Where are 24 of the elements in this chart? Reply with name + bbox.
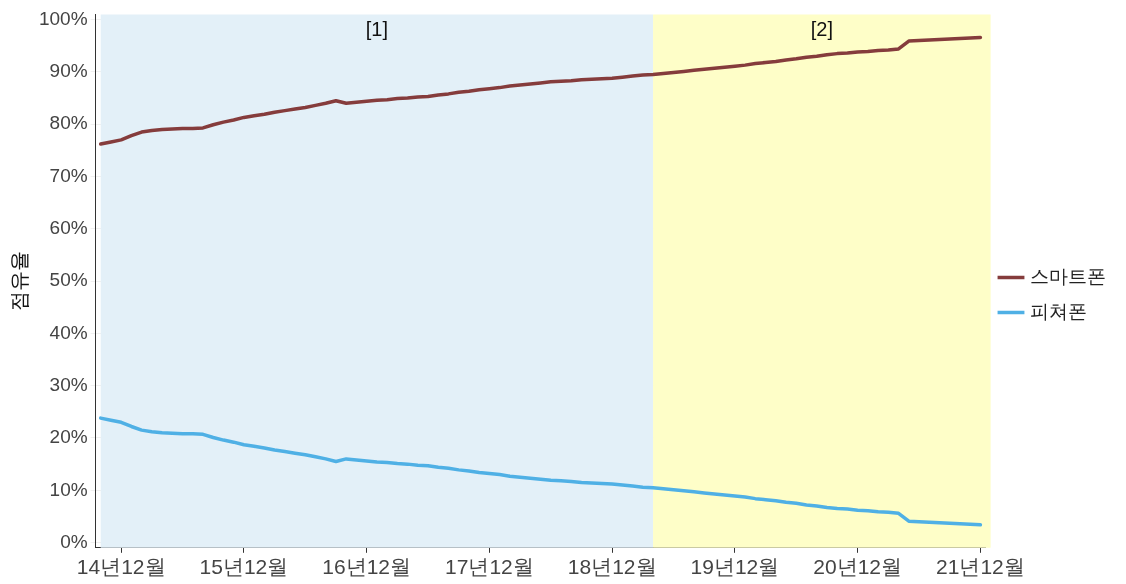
y-tick-label: 90%	[49, 60, 88, 82]
annotation: [2]	[810, 17, 833, 40]
x-tick-label: 17년12월	[445, 555, 534, 579]
legend-label: 스마트폰	[1030, 265, 1106, 287]
x-tick-label: 19년12월	[690, 555, 780, 579]
annotation: [1]	[365, 17, 389, 40]
y-tick-label: 0%	[60, 530, 88, 552]
y-tick-label: 100%	[38, 7, 88, 29]
x-tick-label: 18년12월	[567, 555, 657, 579]
y-tick-label: 40%	[49, 321, 88, 343]
x-tick-label: 20년12월	[813, 555, 902, 579]
y-tick-label: 50%	[49, 269, 88, 291]
y-tick-label: 60%	[49, 217, 88, 239]
y-tick-label: 80%	[49, 112, 88, 134]
y-tick-label: 30%	[49, 373, 88, 395]
y-tick-label: 70%	[49, 164, 88, 186]
y-tick-label: 20%	[49, 426, 88, 448]
x-tick-label: 21년12월	[936, 555, 1025, 579]
y-tick-label: 10%	[49, 478, 88, 500]
x-tick-label: 14년12월	[76, 555, 166, 579]
x-tick-label: 15년12월	[199, 555, 289, 579]
x-tick-label: 16년12월	[322, 555, 412, 579]
legend-label: 피쳐폰	[1030, 300, 1087, 322]
y-axis-title: 점유율	[7, 251, 30, 312]
